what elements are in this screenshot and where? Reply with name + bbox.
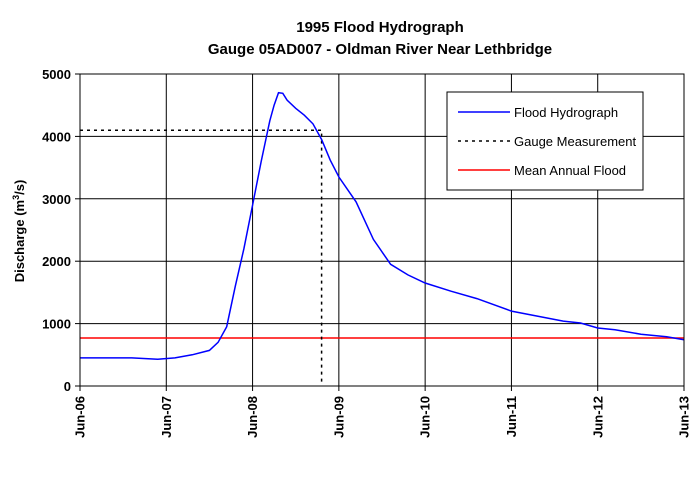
x-tick-label: Jun-06 (73, 396, 88, 438)
x-tick-label: Jun-12 (590, 396, 605, 438)
legend-label: Mean Annual Flood (514, 163, 626, 178)
chart-subtitle: Gauge 05AD007 - Oldman River Near Lethbr… (208, 41, 552, 58)
x-tick-label: Jun-13 (677, 396, 692, 438)
series-line-0 (80, 91, 685, 360)
x-tick-label: Jun-10 (418, 396, 433, 438)
x-tick-label: Jun-07 (159, 396, 174, 438)
x-tick-label: Jun-08 (245, 396, 260, 438)
plot-area-border (79, 73, 685, 387)
legend-label: Flood Hydrograph (514, 105, 618, 120)
x-tick-label: Jun-11 (504, 396, 519, 437)
series-line-1 (80, 129, 323, 386)
y-axis-label-sup: 3 (11, 195, 21, 200)
y-tick-label: 5000 (42, 67, 71, 82)
series-layer (80, 91, 685, 386)
legend: Flood Hydrograph Gauge Measurement Mean An… (446, 91, 644, 191)
y-tick-label: 3000 (42, 192, 71, 207)
y-axis-label: Discharge (m3/s) (11, 180, 27, 283)
y-axis-label-main: Discharge (m (12, 200, 27, 282)
y-tick-label: 2000 (42, 254, 71, 269)
y-tick-label: 0 (64, 379, 71, 394)
y-tick-label: 1000 (42, 317, 71, 332)
x-tick-label: Jun-09 (331, 396, 346, 438)
legend-label: Gauge Measurement (514, 134, 637, 149)
chart-title: 1995 Flood Hydrograph (296, 19, 464, 36)
grid-lines (80, 74, 684, 386)
x-axis-ticks: Jun-06 Jun-07 Jun-08 Jun-09 Jun-10 Jun-11 Jun-… (73, 386, 692, 438)
y-axis-label-tail: /s) (12, 180, 27, 195)
y-tick-label: 4000 (42, 129, 71, 144)
y-axis-ticks: 0 1000 2000 3000 4000 5000 (42, 67, 80, 394)
